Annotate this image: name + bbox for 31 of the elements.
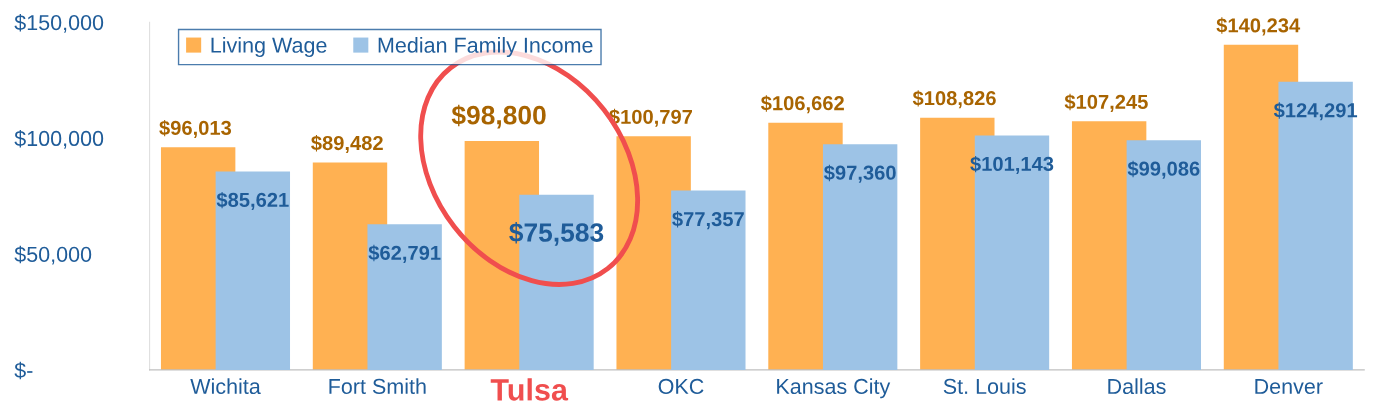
data-label: $97,360: [824, 164, 896, 183]
data-label: $89,482: [311, 135, 383, 154]
data-label: $62,791: [368, 244, 441, 263]
x-tick-label: Kansas City: [777, 378, 891, 399]
y-tick-label: $-: [14, 361, 33, 380]
x-tick-label: Fort Smith: [329, 378, 426, 395]
data-label: $140,234: [1216, 17, 1301, 36]
y-tick-label: $100,000: [14, 129, 104, 149]
data-label: $85,621: [216, 191, 289, 210]
data-label: $106,662: [760, 95, 844, 114]
y-tick-label: $150,000: [14, 14, 104, 33]
x-tick-label: OKC: [658, 378, 704, 395]
bar: [367, 224, 442, 370]
data-label: $107,245: [1064, 93, 1148, 112]
data-label: $108,826: [912, 90, 996, 109]
x-tick-label: St. Louis: [943, 378, 1026, 395]
bar: [1126, 140, 1202, 370]
bar: [215, 171, 291, 370]
data-label: $99,086: [1127, 160, 1200, 179]
bar: [822, 144, 898, 370]
x-tick-label: Tulsa: [490, 378, 569, 401]
y-tick-label: $50,000: [14, 245, 92, 265]
data-label: $96,013: [159, 119, 232, 138]
bar: [671, 190, 746, 370]
legend-label: Median Family Income: [378, 37, 593, 58]
data-label: $77,357: [672, 211, 744, 230]
data-label: $98,800: [451, 104, 546, 129]
legend-label: Living Wage: [211, 37, 327, 58]
x-tick-label: Denver: [1255, 379, 1323, 395]
x-tick-label: Dallas: [1108, 378, 1166, 395]
x-tick-label: Wichita: [190, 378, 261, 395]
